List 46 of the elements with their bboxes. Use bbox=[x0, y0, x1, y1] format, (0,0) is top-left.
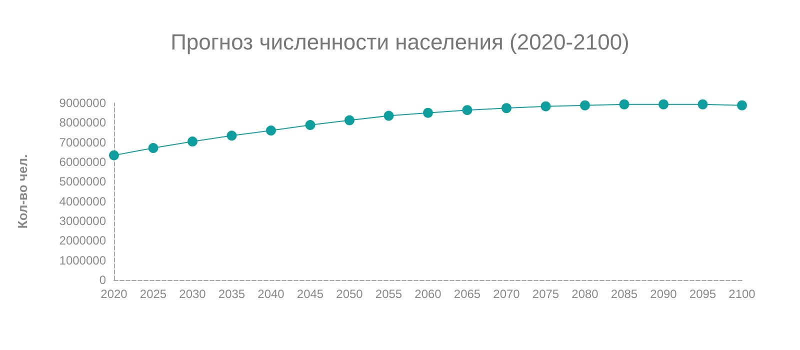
x-tick-label: 2025 bbox=[140, 287, 167, 301]
point bbox=[188, 136, 198, 147]
x-tick-label: 2095 bbox=[689, 287, 716, 301]
x-tick-label: 2030 bbox=[179, 287, 206, 301]
y-tick-label: 7000000 bbox=[59, 135, 106, 150]
x-tick-label: 2070 bbox=[493, 287, 520, 301]
y-tick-label: 1000000 bbox=[59, 253, 106, 268]
y-tick-label: 4000000 bbox=[59, 194, 106, 208]
x-tick-label: 2065 bbox=[454, 287, 481, 301]
point bbox=[148, 143, 158, 154]
point bbox=[462, 105, 472, 116]
x-tick-label: 2060 bbox=[414, 287, 442, 301]
y-tick-label: 3000000 bbox=[59, 214, 106, 228]
x-tick-label: 2050 bbox=[336, 287, 364, 301]
y-axis-title: Кол-во чел. bbox=[15, 154, 30, 229]
x-tick-label: 2080 bbox=[572, 287, 599, 301]
point bbox=[698, 99, 708, 110]
x-tick-label: 2085 bbox=[610, 287, 638, 301]
point bbox=[502, 103, 512, 114]
x-tick-label: 2055 bbox=[375, 287, 402, 301]
y-tick-label: 9000000 bbox=[59, 96, 106, 110]
x-tick-label: 2035 bbox=[218, 287, 246, 301]
point bbox=[737, 100, 747, 110]
x-tick-label: 2045 bbox=[296, 287, 324, 301]
y-tick-label: 6000000 bbox=[59, 155, 106, 169]
x-tick-label: 2020 bbox=[100, 287, 128, 301]
point bbox=[540, 101, 551, 112]
x-tick-label: 2040 bbox=[258, 287, 285, 301]
point bbox=[619, 99, 630, 110]
point bbox=[226, 130, 237, 141]
y-tick-label: 8000000 bbox=[59, 116, 106, 130]
x-tick-label: 2090 bbox=[650, 287, 678, 301]
point bbox=[423, 108, 433, 118]
point bbox=[384, 110, 394, 121]
y-tick-label: 2000000 bbox=[59, 234, 106, 248]
point bbox=[580, 100, 590, 110]
y-tick-label: 5000000 bbox=[59, 174, 106, 189]
point bbox=[109, 150, 119, 160]
chart-title: Прогноз численности населения (2020-2100) bbox=[170, 30, 630, 54]
point bbox=[658, 99, 668, 110]
point bbox=[266, 126, 276, 136]
x-tick-label: 2100 bbox=[728, 287, 756, 301]
x-tick-label: 2075 bbox=[532, 287, 560, 301]
point bbox=[305, 120, 316, 130]
point bbox=[344, 115, 354, 126]
y-tick-label: 0 bbox=[99, 273, 106, 287]
